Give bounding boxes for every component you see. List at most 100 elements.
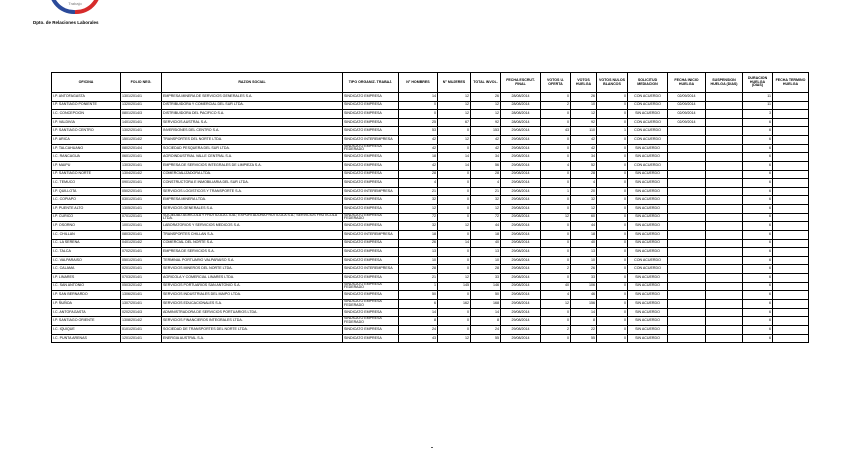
table-row: I.P. SANTIAGO PONIENTE 1320/2014/1 DISTRIB… — [51, 100, 809, 111]
table-cell: I.P. OSORNO — [51, 221, 121, 231]
direccion-del-trabajo-logo: Dirección del Trabajo — [51, 0, 99, 15]
column-header: TIPO ORGANIZ. TRABAJ. — [342, 72, 399, 93]
table-cell: 18 — [470, 229, 501, 240]
table-row: I.C. TALCA 0702/2014/1 EMPRESA DE SERVICIO… — [51, 247, 809, 257]
table-cell: CON ACUERDO — [627, 134, 668, 145]
table-cell: 168 — [470, 298, 501, 309]
table-cell: 1201/2014/1 — [120, 333, 162, 344]
table-cell: 0 — [540, 203, 571, 214]
table-cell: 14 — [437, 152, 471, 162]
table-cell — [772, 290, 809, 300]
table-cell — [705, 109, 743, 119]
table-cell: 42 — [470, 143, 501, 154]
table-cell: 12 — [437, 109, 471, 119]
table-cell: SIN ACUERDO — [627, 333, 668, 344]
table-cell: 0803/2014/1 — [120, 229, 162, 240]
table-cell: 72 — [470, 212, 501, 223]
table-cell: 24 — [398, 325, 438, 335]
table-cell: 6 — [742, 152, 773, 162]
table-cell: SOCIEDAD PESQUERA DEL SUR LTDA. — [161, 143, 343, 154]
table-cell: 0 — [596, 264, 628, 274]
table-cell: 0 — [596, 238, 628, 249]
table-cell: CON ACUERDO — [627, 92, 668, 102]
table-cell — [772, 100, 809, 111]
table-cell: 29/08/2014 — [500, 325, 541, 335]
table-cell: I.C. TEMUCO — [51, 178, 121, 188]
table-cell — [772, 281, 809, 292]
table-cell: 26 — [570, 92, 597, 102]
table-cell: AGRICOLA Y COMERCIAL LINARES LTDA. — [161, 272, 343, 283]
table-cell: 0 — [596, 247, 628, 257]
table-cell — [705, 247, 743, 257]
table-cell: 6 — [742, 281, 773, 292]
table-cell — [667, 255, 706, 266]
table-cell: 02/09/2014 — [667, 109, 706, 119]
table-cell: 29/08/2014 — [500, 160, 541, 171]
table-cell: 18 — [398, 229, 438, 240]
table-cell: I.P. MAIPU — [51, 160, 121, 171]
table-cell — [772, 255, 809, 266]
table-cell: 6 — [742, 307, 773, 318]
table-cell: 6 — [742, 229, 773, 240]
table-cell: SIN ACUERDO — [627, 203, 668, 214]
table-cell: I.C. CHILLAN — [51, 229, 121, 240]
table-row: I.P. ANTOFAGASTA 1301/2014/1 EMPRESA MINER… — [51, 92, 809, 102]
table-cell: 29/08/2014 — [500, 143, 541, 154]
table-cell: 0 — [596, 290, 628, 300]
table-cell: 0 — [540, 221, 571, 231]
table-cell: 12 — [470, 109, 501, 119]
column-header: FOLIO NEG. — [120, 72, 162, 93]
table-cell: SIN ACUERDO — [627, 316, 668, 327]
table-cell: 50 — [398, 290, 438, 300]
table-cell: 24 — [470, 325, 501, 335]
table-cell: 0 — [540, 152, 571, 162]
table-cell — [705, 221, 743, 231]
table-row: I.P. SANTIAGO CENTRO 1302/2014/1 INVERSION… — [51, 126, 809, 136]
table-cell: 0 — [398, 100, 438, 111]
table-cell — [705, 117, 743, 128]
table-cell — [667, 160, 706, 171]
table-cell: 29/08/2014 — [500, 178, 541, 188]
table-cell: 6 — [742, 203, 773, 214]
table-cell: 0 — [540, 143, 571, 154]
table-cell: 0 — [540, 333, 571, 344]
table-cell: 0 — [596, 272, 628, 283]
table-cell — [772, 272, 809, 283]
table-cell — [772, 169, 809, 180]
table-cell: 0701/2014/1 — [120, 212, 162, 223]
table-cell: 29/08/2014 — [500, 221, 541, 231]
table-cell — [705, 229, 743, 240]
column-header: TOTAL INVOL. — [470, 72, 501, 93]
table-cell: 42 — [398, 143, 438, 154]
table-cell — [772, 221, 809, 231]
table-cell: 21 — [470, 186, 501, 197]
table-cell: DISTRIBUIDORA Y COMERCIAL DEL SUR LTDA. — [161, 100, 343, 111]
table-cell: 2 — [540, 325, 571, 335]
table-cell — [667, 212, 706, 223]
table-cell: INVERSIONES DEL CENTRO S.A. — [161, 126, 343, 136]
table-cell — [705, 152, 743, 162]
table-cell — [772, 333, 809, 344]
table-cell: SIN ACUERDO — [627, 169, 668, 180]
table-cell: 12 — [540, 212, 571, 223]
table-cell: 46 — [570, 290, 597, 300]
table-cell — [667, 169, 706, 180]
table-cell: 4 — [540, 160, 571, 171]
table-cell: I.P. SANTIAGO CENTRO — [51, 126, 121, 136]
table-cell: 3 — [742, 109, 773, 119]
column-header: FECHA INICIO HUELGA — [667, 72, 706, 93]
table-cell: 0 — [540, 178, 571, 188]
table-cell: 0 — [437, 229, 471, 240]
table-cell: SINDICATO EMPRESA — [342, 195, 399, 205]
table-cell: 4 — [570, 178, 597, 188]
table-cell: 8 — [570, 316, 597, 327]
table-cell: 11 — [742, 100, 773, 111]
table-cell: 28 — [398, 264, 438, 274]
table-cell — [772, 203, 809, 214]
table-cell — [705, 169, 743, 180]
table-cell: 12 — [437, 333, 471, 344]
table-cell: 12 — [437, 92, 471, 102]
table-cell: 0501/2014/1 — [120, 255, 162, 266]
table-cell: 12 — [470, 100, 501, 111]
table-row: I.C. COPIAPO 0301/2014/1 EMPRESA MINERA LT… — [51, 195, 809, 205]
